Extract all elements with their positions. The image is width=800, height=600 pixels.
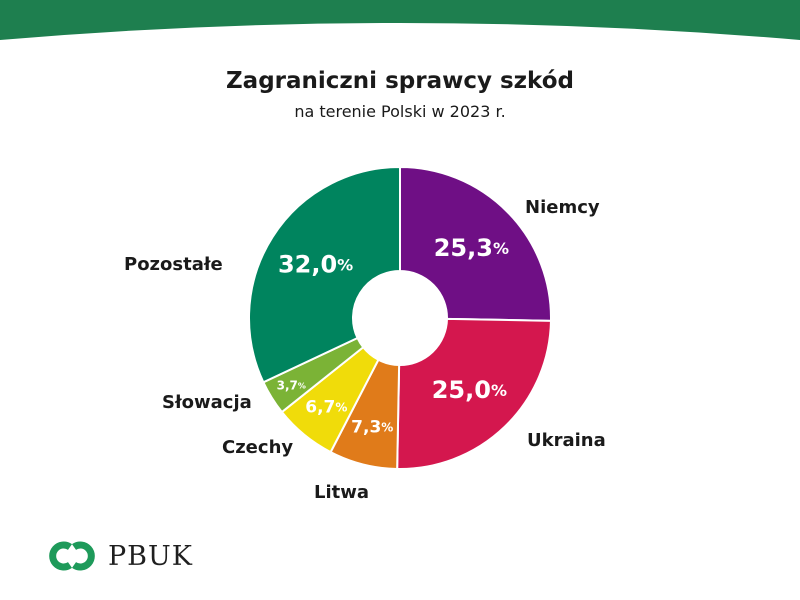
pbuk-logo: PBUK [44,536,193,576]
category-label-niemcy: Niemcy [525,197,600,218]
value-label-niemcy: 25,3% [434,234,509,262]
pbuk-logo-icon [49,541,95,571]
value-label-czechy: 6,7% [305,398,347,418]
value-label-litwa: 7,3% [351,418,393,438]
pbuk-logo-text: PBUK [108,540,193,572]
slice-ukraina [396,317,552,470]
chart-title: Zagraniczni sprawcy szkód [226,68,574,94]
top-band [0,0,800,40]
category-label-ukraina: Ukraina [527,430,606,451]
value-label-słowacja: 3,7% [277,379,306,393]
category-label-litwa: Litwa [314,482,370,503]
value-label-pozostałe: 32,0% [278,250,353,278]
slice-pozostałe [248,165,401,384]
category-label-pozostałe: Pozostałe [124,254,223,275]
value-label-ukraina: 25,0% [432,376,507,404]
category-label-czechy: Czechy [222,437,294,458]
category-label-słowacja: Słowacja [162,392,252,413]
slice-niemcy [399,165,552,322]
chart-subtitle: na terenie Polski w 2023 r. [294,102,506,121]
